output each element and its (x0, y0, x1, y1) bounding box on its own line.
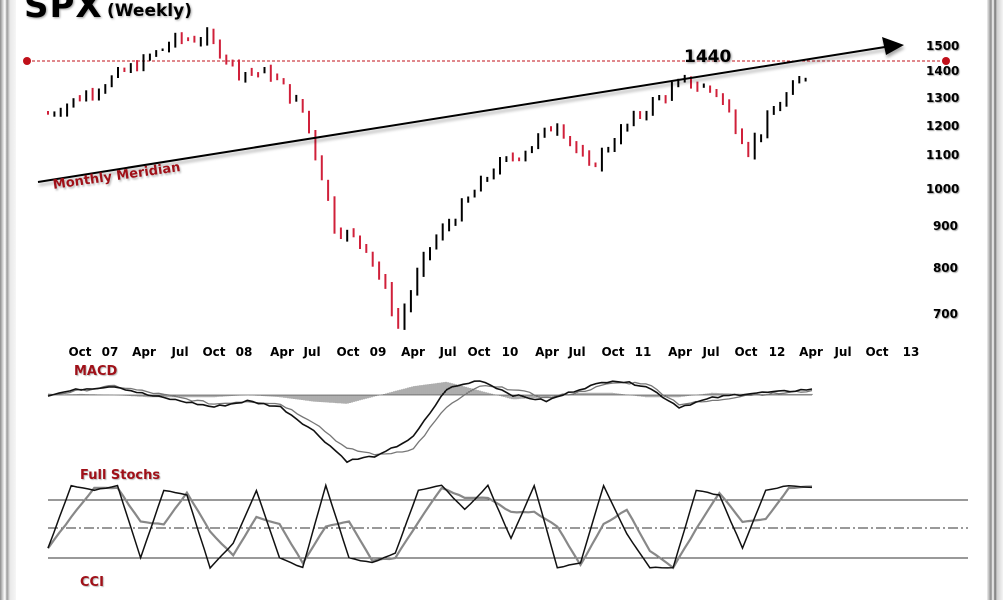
x-tick: 09 (369, 345, 387, 359)
x-tick: Jul (834, 345, 852, 359)
x-tick: Jul (568, 345, 586, 359)
chart-subtitle: (Weekly) (107, 1, 192, 21)
macd-panel (47, 380, 813, 464)
trendline-arrowhead-icon (882, 37, 904, 55)
macd-histogram (49, 381, 813, 404)
full-stochs-label: Full Stochs (80, 468, 161, 483)
level-left-dot (23, 57, 31, 65)
x-tick: Oct (202, 345, 226, 359)
x-tick: Jul (303, 345, 321, 359)
macd-signal-line (47, 381, 813, 456)
x-tick: 07 (101, 345, 119, 359)
cci-label: CCI (80, 575, 104, 590)
x-tick: Apr (668, 345, 692, 359)
y-tick: 1000 (926, 182, 960, 196)
monthly-meridian-trendline (37, 37, 904, 183)
x-tick: 13 (902, 345, 920, 359)
y-tick: 1400 (926, 64, 960, 78)
x-tick: 12 (768, 345, 786, 359)
stochastics-panel (47, 482, 968, 570)
x-tick: Apr (270, 345, 294, 359)
x-tick: Oct (734, 345, 758, 359)
x-tick: 08 (235, 345, 253, 359)
y-tick: 1300 (926, 91, 960, 105)
level-right-dot (942, 57, 950, 65)
x-tick: Oct (68, 345, 92, 359)
x-tick: Jul (171, 345, 189, 359)
x-tick: Jul (702, 345, 720, 359)
chart-title: SPX (24, 0, 103, 26)
x-tick: Apr (535, 345, 559, 359)
x-tick: Apr (799, 345, 823, 359)
x-tick: 11 (634, 345, 652, 359)
x-tick: Oct (865, 345, 889, 359)
level-1440-label: 1440 (684, 47, 732, 67)
x-tick: Oct (467, 345, 491, 359)
x-tick: Oct (336, 345, 360, 359)
y-tick: 800 (932, 261, 958, 275)
y-tick: 1200 (926, 119, 960, 133)
macd-label: MACD (74, 364, 118, 379)
left-frame-border (0, 0, 16, 600)
x-tick: Jul (439, 345, 457, 359)
y-tick: 1100 (926, 148, 960, 162)
stoch-d-line (47, 485, 813, 570)
x-tick: 10 (501, 345, 519, 359)
x-tick: Oct (601, 345, 625, 359)
y-tick: 700 (932, 307, 958, 321)
right-frame-border (987, 0, 1003, 600)
x-tick: Apr (132, 345, 156, 359)
y-tick: 1500 (926, 39, 960, 53)
macd-line (47, 380, 813, 464)
y-tick: 900 (932, 219, 958, 233)
price-bars (47, 27, 807, 330)
stoch-k-line (47, 482, 813, 570)
x-tick: Apr (401, 345, 425, 359)
